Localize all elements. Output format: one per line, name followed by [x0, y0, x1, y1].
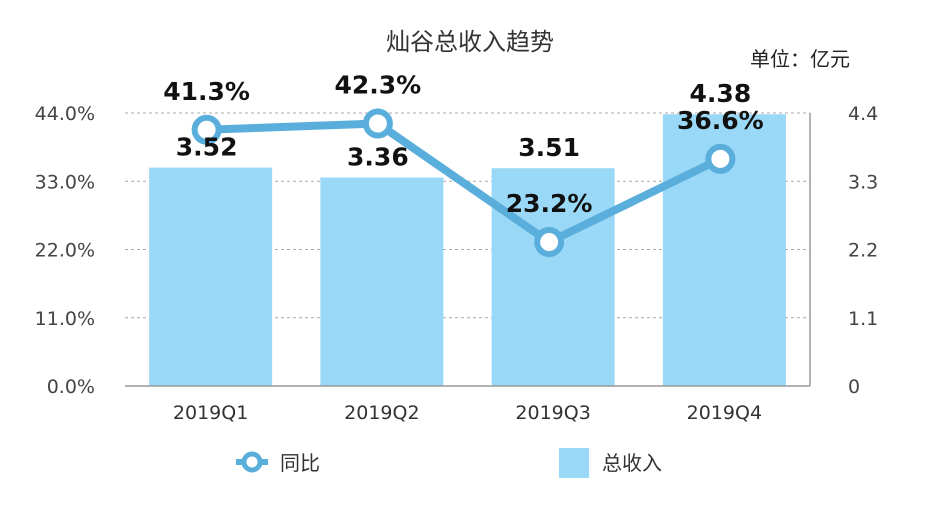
legend-label-bar: 总收入: [602, 451, 662, 475]
left-axis-ticks: 0.0% 11.0% 22.0% 33.0% 44.0%: [35, 103, 95, 398]
right-axis-ticks: 0 1.1 2.2 3.3 4.4: [848, 103, 878, 398]
line-point: [362, 108, 393, 139]
left-tick-label: 33.0%: [35, 171, 95, 193]
yoy-line: [206, 119, 723, 247]
x-tick-label: 2019Q1: [173, 402, 248, 424]
legend-item-bar: 总收入: [559, 448, 662, 478]
bar: [149, 167, 273, 386]
right-tick-label: 1.1: [848, 308, 878, 330]
bar-value-label: 3.51: [518, 133, 580, 162]
line-value-label: 36.6%: [677, 106, 764, 135]
left-tick-label: 0.0%: [47, 376, 95, 398]
revenue-bars: [149, 114, 786, 386]
unit-label: 单位：亿元: [750, 47, 850, 71]
x-tick-label: 2019Q2: [344, 402, 419, 424]
line-point: [534, 227, 565, 258]
data-labels: 3.52 3.36 3.51 4.38 41.3% 42.3% 23.2% 36.6%: [163, 71, 763, 219]
bar-value-label: 3.52: [176, 133, 238, 162]
line-point: [705, 143, 736, 174]
yoy-line-series: [191, 108, 736, 258]
x-axis-ticks: 2019Q1 2019Q2 2019Q3 2019Q4: [173, 402, 762, 424]
legend-line-marker: [241, 451, 263, 473]
x-tick-label: 2019Q3: [515, 402, 590, 424]
legend-item-line: 同比: [236, 451, 320, 475]
bar-value-label: 3.36: [347, 143, 409, 172]
x-tick-label: 2019Q4: [687, 402, 762, 424]
right-tick-label: 0: [848, 376, 860, 398]
legend-label-line: 同比: [280, 451, 320, 475]
line-point: [191, 114, 222, 145]
left-tick-label: 11.0%: [35, 308, 95, 330]
bar: [491, 168, 615, 386]
legend: 同比 总收入: [236, 448, 662, 478]
right-tick-label: 3.3: [848, 171, 878, 193]
left-tick-label: 22.0%: [35, 240, 95, 262]
legend-bar-swatch: [559, 448, 589, 478]
bar-value-label: 4.38: [690, 79, 752, 108]
line-value-label: 42.3%: [335, 71, 422, 100]
left-tick-label: 44.0%: [35, 103, 95, 125]
bar: [320, 177, 444, 386]
right-tick-label: 2.2: [848, 240, 878, 262]
line-value-label: 41.3%: [163, 77, 250, 106]
line-value-label: 23.2%: [506, 189, 593, 218]
chart-title: 灿谷总收入趋势: [386, 28, 554, 56]
right-tick-label: 4.4: [848, 103, 878, 125]
